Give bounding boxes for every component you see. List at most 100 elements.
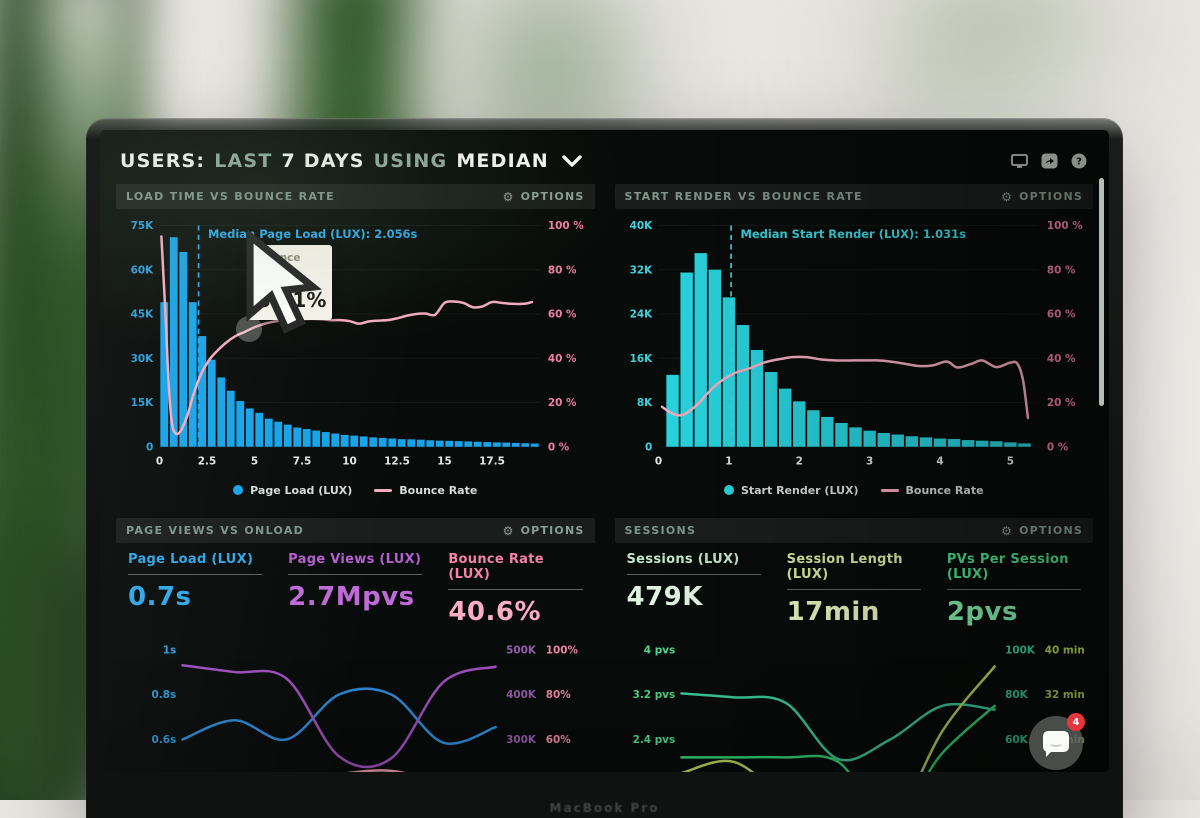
metric-value: 0.7s: [128, 582, 262, 612]
scrollbar[interactable]: [1099, 178, 1104, 406]
panel-sessions: SESSIONS ⚙ OPTIONS Sessions (LUX) 479K S…: [615, 518, 1094, 772]
chat-bubble-icon: [1043, 731, 1069, 752]
metrics-row: Sessions (LUX) 479K Session Length (LUX)…: [615, 543, 1094, 629]
svg-text:0: 0: [146, 441, 153, 453]
svg-text:40K: 40K: [629, 220, 653, 232]
svg-text:20 %: 20 %: [1046, 397, 1075, 409]
title-segment: USERS:: [120, 150, 205, 172]
chart-legend: Start Render (LUX) Bounce Rate: [615, 478, 1094, 502]
svg-text:32 min: 32 min: [1044, 689, 1084, 701]
svg-text:4: 4: [936, 456, 943, 468]
svg-text:17.5: 17.5: [479, 456, 505, 468]
svg-text:Median Start Render (LUX): 1.0: Median Start Render (LUX): 1.031s: [740, 227, 966, 241]
svg-text:30K: 30K: [131, 353, 155, 365]
svg-text:1s: 1s: [163, 644, 176, 656]
metric-value: 40.6%: [448, 597, 582, 627]
svg-text:80 %: 80 %: [1046, 264, 1075, 276]
chart-tooltip: Bounce Rate 7s 57.1%: [248, 245, 332, 320]
options-button[interactable]: ⚙ OPTIONS: [1001, 190, 1083, 203]
legend-label: Start Render (LUX): [741, 484, 859, 497]
metric-bounce-rate: Bounce Rate (LUX) 40.6%: [448, 552, 582, 627]
svg-text:1: 1: [725, 456, 732, 468]
help-icon[interactable]: ?: [1071, 153, 1087, 169]
panel-header: LOAD TIME VS BOUNCE RATE ⚙ OPTIONS: [116, 184, 595, 209]
metric-label: PVs Per Session (LUX): [947, 552, 1081, 582]
svg-text:5: 5: [1006, 456, 1013, 468]
users-period-dropdown[interactable]: USERS: LAST 7 DAYS USING MEDIAN: [120, 150, 582, 172]
metric-session-length: Session Length (LUX) 17min: [787, 552, 921, 627]
legend-dot-swatch: [724, 485, 734, 495]
svg-text:100%: 100%: [546, 644, 579, 656]
options-label: OPTIONS: [1019, 524, 1083, 537]
svg-text:80%: 80%: [546, 689, 572, 701]
chat-launcher[interactable]: 4: [1029, 716, 1083, 770]
metric-label: Page Load (LUX): [128, 552, 262, 567]
svg-text:12.5: 12.5: [384, 456, 410, 468]
svg-text:24K: 24K: [629, 309, 653, 321]
metric-value: 17min: [787, 597, 921, 627]
metric-value: 2pvs: [947, 597, 1081, 627]
chart-wrap: 1s0.8s0.6s0.4s500K100%400K80%300K60%200K…: [116, 629, 595, 772]
svg-text:40 min: 40 min: [1044, 644, 1084, 656]
svg-text:60K: 60K: [1005, 734, 1029, 746]
options-label: OPTIONS: [521, 190, 585, 203]
metrics-row: Page Load (LUX) 0.7s Page Views (LUX) 2.…: [116, 543, 595, 629]
svg-text:100K: 100K: [1005, 644, 1036, 656]
gear-icon: ⚙: [1001, 191, 1013, 203]
svg-text:10: 10: [342, 456, 357, 468]
svg-text:0: 0: [654, 456, 661, 468]
panel-title: PAGE VIEWS VS ONLOAD: [126, 524, 304, 537]
svg-text:40 %: 40 %: [1046, 353, 1075, 365]
svg-text:15K: 15K: [131, 397, 155, 409]
panel-header: PAGE VIEWS VS ONLOAD ⚙ OPTIONS: [116, 518, 595, 543]
svg-text:20 %: 20 %: [548, 397, 577, 409]
svg-text:8K: 8K: [636, 397, 652, 409]
gear-icon: ⚙: [1001, 525, 1013, 537]
title-segment: MEDIAN: [456, 150, 549, 172]
toolbar: ?: [1011, 153, 1087, 169]
chat-unread-badge: 4: [1067, 713, 1085, 731]
svg-text:400K: 400K: [506, 689, 537, 701]
svg-text:32K: 32K: [629, 264, 653, 276]
svg-text:4 pvs: 4 pvs: [643, 644, 674, 656]
legend-item: Start Render (LUX): [724, 484, 859, 497]
legend-item: Page Load (LUX): [233, 484, 352, 497]
metric-sessions: Sessions (LUX) 479K: [627, 552, 761, 627]
metric-pvs-per-session: PVs Per Session (LUX) 2pvs: [947, 552, 1081, 627]
options-button[interactable]: ⚙ OPTIONS: [503, 524, 585, 537]
svg-text:80K: 80K: [1005, 689, 1029, 701]
options-button[interactable]: ⚙ OPTIONS: [503, 190, 585, 203]
metric-page-views: Page Views (LUX) 2.7Mpvs: [288, 552, 422, 627]
svg-text:300K: 300K: [506, 734, 537, 746]
legend-label: Bounce Rate: [906, 484, 984, 497]
legend-line-swatch: [881, 489, 899, 492]
svg-text:75K: 75K: [131, 220, 155, 232]
options-button[interactable]: ⚙ OPTIONS: [1001, 524, 1083, 537]
laptop-bezel-label: MacBook Pro: [86, 801, 1123, 815]
metric-value: 2.7Mpvs: [288, 582, 422, 612]
share-icon[interactable]: [1041, 153, 1058, 169]
title-segment: 7 DAYS: [281, 150, 364, 172]
panel-title: START RENDER VS BOUNCE RATE: [625, 190, 863, 203]
chart-legend: Page Load (LUX) Bounce Rate: [116, 478, 595, 502]
gear-icon: ⚙: [503, 525, 515, 537]
panel-page-views-vs-onload: PAGE VIEWS VS ONLOAD ⚙ OPTIONS Page Load…: [116, 518, 595, 772]
metric-label: Page Views (LUX): [288, 552, 422, 567]
display-icon[interactable]: [1011, 154, 1028, 169]
svg-text:80 %: 80 %: [548, 264, 577, 276]
title-segment: LAST: [214, 150, 272, 172]
options-label: OPTIONS: [521, 524, 585, 537]
page-views-onload-chart[interactable]: 1s0.8s0.6s0.4s500K100%400K80%300K60%200K…: [124, 635, 587, 772]
svg-text:0: 0: [644, 441, 651, 453]
svg-text:60 %: 60 %: [1046, 309, 1075, 321]
svg-text:2.4 pvs: 2.4 pvs: [632, 734, 675, 746]
legend-item: Bounce Rate: [881, 484, 984, 497]
metric-divider: [627, 574, 761, 575]
panel-title: SESSIONS: [625, 524, 697, 537]
